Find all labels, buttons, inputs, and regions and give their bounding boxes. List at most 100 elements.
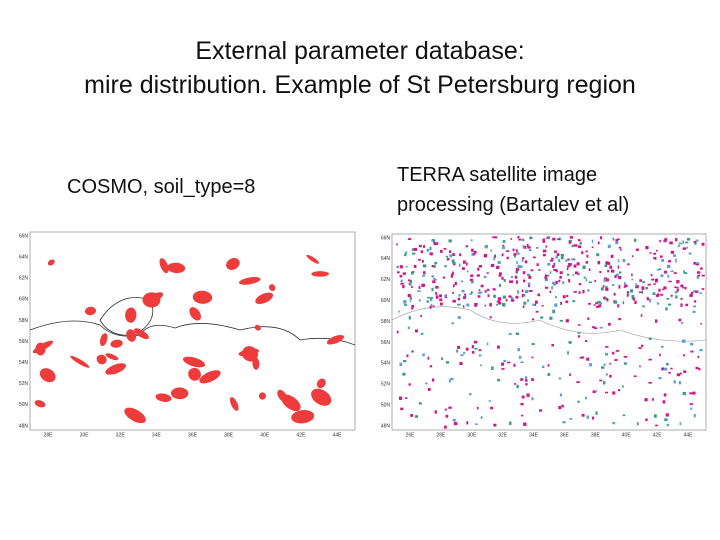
mire-patch bbox=[189, 307, 201, 321]
mire-pixel bbox=[665, 413, 669, 417]
title-line: mire distribution. Example of St Petersb… bbox=[84, 71, 636, 99]
mire-patch bbox=[230, 397, 239, 411]
mire-pixel bbox=[676, 286, 679, 289]
mire-pixel bbox=[527, 282, 531, 285]
mire-pixel bbox=[469, 293, 472, 295]
mire-pixel bbox=[633, 375, 637, 378]
mire-pixel bbox=[418, 285, 421, 289]
mire-pixel bbox=[493, 236, 498, 239]
mire-pixel bbox=[596, 253, 600, 257]
mire-pixel bbox=[408, 383, 411, 386]
mire-pixel bbox=[400, 407, 404, 411]
y-label: 48N bbox=[381, 423, 391, 429]
mire-pixel bbox=[462, 260, 466, 264]
mire-pixel bbox=[471, 252, 474, 256]
mire-pixel bbox=[451, 259, 455, 262]
mire-pixel bbox=[497, 378, 501, 382]
mire-pixel bbox=[668, 280, 672, 283]
y-label: 58N bbox=[19, 318, 29, 324]
mire-pixel bbox=[434, 261, 438, 265]
mire-pixel bbox=[689, 403, 693, 405]
y-label: 56N bbox=[19, 339, 29, 345]
mire-pixel bbox=[577, 400, 580, 404]
mire-pixel bbox=[474, 304, 477, 307]
mire-pixel bbox=[458, 263, 461, 267]
mire-pixel bbox=[662, 288, 665, 291]
mire-pixel bbox=[493, 294, 496, 298]
mire-pixel bbox=[682, 247, 687, 250]
mire-pixel bbox=[695, 366, 699, 370]
mire-pixel bbox=[536, 263, 539, 267]
mire-pixel bbox=[511, 280, 514, 283]
mire-pixel bbox=[693, 305, 697, 308]
mire-pixel bbox=[690, 350, 694, 353]
mire-pixel bbox=[663, 286, 667, 290]
mire-pixel bbox=[454, 281, 457, 286]
mire-patch bbox=[125, 307, 137, 323]
mire-pixel bbox=[480, 284, 484, 288]
mire-pixel bbox=[487, 288, 490, 292]
mire-pixel bbox=[561, 404, 564, 408]
mire-pixel bbox=[524, 379, 528, 382]
mire-pixel bbox=[588, 302, 591, 305]
mire-pixel bbox=[521, 395, 525, 399]
mire-pixel bbox=[462, 305, 465, 308]
mire-pixel bbox=[517, 347, 521, 352]
mire-pixel bbox=[542, 241, 546, 243]
mire-pixel bbox=[554, 250, 557, 253]
mire-pixel bbox=[574, 244, 578, 246]
mire-pixel bbox=[508, 333, 512, 335]
x-label: 44E bbox=[684, 432, 694, 438]
mire-pixel bbox=[517, 265, 521, 269]
mire-pixel bbox=[584, 396, 587, 400]
mire-pixel bbox=[622, 301, 625, 305]
mire-pixel bbox=[483, 253, 488, 258]
mire-pixel bbox=[675, 295, 678, 299]
mire-pixel bbox=[595, 302, 598, 305]
mire-pixel bbox=[649, 252, 652, 254]
mire-pixel bbox=[659, 353, 661, 357]
mire-pixel bbox=[549, 259, 554, 262]
mire-pixel bbox=[654, 414, 657, 418]
mire-pixel bbox=[696, 271, 701, 274]
mire-pixel bbox=[411, 350, 414, 353]
mire-pixel bbox=[448, 379, 451, 383]
mire-pixel bbox=[599, 236, 603, 240]
mire-pixel bbox=[514, 382, 516, 385]
mire-pixel bbox=[411, 252, 416, 255]
mire-pixel bbox=[470, 291, 473, 294]
mire-pixel bbox=[546, 274, 549, 277]
mire-pixel bbox=[635, 248, 639, 251]
mire-pixel bbox=[502, 244, 505, 247]
mire-pixel bbox=[476, 406, 479, 410]
mire-pixel bbox=[529, 236, 533, 240]
right-coast bbox=[391, 306, 707, 342]
x-label: 28E bbox=[436, 432, 446, 438]
mire-pixel bbox=[536, 246, 539, 249]
mire-pixel bbox=[531, 343, 535, 346]
mire-pixel bbox=[460, 354, 464, 357]
mire-pixel bbox=[421, 283, 425, 287]
mire-pixel bbox=[680, 303, 683, 307]
mire-pixel bbox=[556, 253, 560, 257]
mire-pixel bbox=[422, 260, 424, 263]
mire-pixel bbox=[427, 356, 430, 360]
mire-pixel bbox=[585, 250, 588, 253]
mire-pixel bbox=[557, 238, 561, 241]
mire-pixel bbox=[480, 416, 483, 420]
mire-pixel bbox=[605, 373, 608, 376]
mire-pixel bbox=[683, 370, 687, 373]
mire-pixel bbox=[418, 244, 422, 248]
mire-pixel bbox=[627, 292, 630, 296]
mire-pixel bbox=[427, 296, 430, 299]
mire-pixel bbox=[586, 415, 590, 419]
mire-pixel bbox=[453, 421, 458, 426]
mire-patch bbox=[316, 378, 326, 389]
x-label: 42E bbox=[296, 432, 306, 438]
mire-pixel bbox=[520, 361, 524, 364]
mire-pixel bbox=[552, 265, 555, 268]
mire-pixel bbox=[486, 272, 489, 274]
mire-pixel bbox=[684, 241, 689, 244]
mire-pixel bbox=[694, 300, 697, 303]
mire-pixel bbox=[409, 280, 413, 284]
